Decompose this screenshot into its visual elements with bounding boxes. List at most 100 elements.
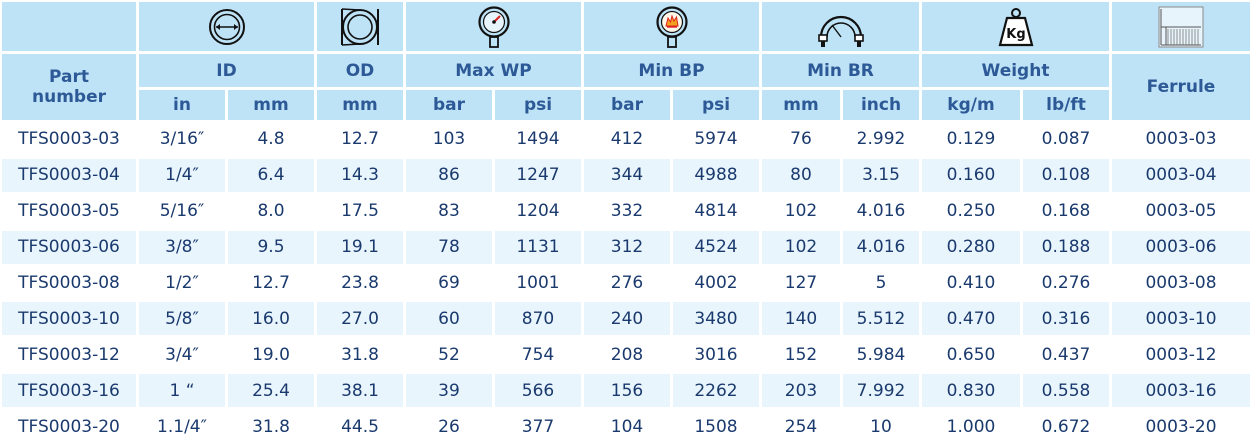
- cell-id-mm: 4.8: [228, 123, 314, 156]
- unit-bp-bar: bar: [584, 90, 670, 120]
- cell-id-mm: 9.5: [228, 230, 314, 264]
- icon-cell-bp: [584, 2, 759, 51]
- table-row: TFS0003-10 5/8″ 16.0 27.0 60 870 240 3480 140 5.5…: [2, 302, 1250, 336]
- cell-br-inch: 2.992: [843, 123, 919, 156]
- cell-part-number: TFS0003-20: [2, 410, 136, 443]
- group-header-row: Part number ID OD Max WP Min BP Min BR W…: [2, 54, 1250, 120]
- cell-weight-lbft: 0.316: [1023, 302, 1109, 336]
- cell-weight-kgm: 0.410: [922, 266, 1020, 300]
- weight-icon-label: Kg: [1006, 27, 1025, 42]
- part-number-header: Part number: [2, 54, 136, 120]
- table-row: TFS0003-08 1/2″ 12.7 23.8 69 1001 276 4002 127 5 0…: [2, 266, 1250, 300]
- icon-cell-ferrule: [1112, 2, 1250, 51]
- unit-wp-bar: bar: [406, 90, 492, 120]
- cell-part-number: TFS0003-06: [2, 230, 136, 264]
- cell-wp-bar: 78: [406, 230, 492, 264]
- icon-cell-br: [762, 2, 919, 51]
- cell-id-in: 3/8″: [139, 230, 225, 264]
- cell-id-in: 5/16″: [139, 194, 225, 228]
- cell-id-mm: 8.0: [228, 194, 314, 228]
- cell-weight-kgm: 0.250: [922, 194, 1020, 228]
- cell-ferrule: 0003-10: [1112, 302, 1250, 336]
- min-bp-header: Min BP: [584, 54, 759, 87]
- cell-ferrule: 0003-04: [1112, 158, 1250, 192]
- cell-br-mm: 102: [762, 230, 840, 264]
- table-row: TFS0003-05 5/16″ 8.0 17.5 83 1204 332 4814 102 4.…: [2, 194, 1250, 228]
- unit-w-kgm: kg/m: [922, 90, 1020, 120]
- cell-weight-kgm: 0.470: [922, 302, 1020, 336]
- cell-bp-psi: 3480: [673, 302, 759, 336]
- cell-id-in: 1 “: [139, 374, 225, 407]
- cell-ferrule: 0003-16: [1112, 374, 1250, 407]
- table-row: TFS0003-12 3/4″ 19.0 31.8 52 754 208 3016 152 5.9…: [2, 338, 1250, 372]
- cell-bp-psi: 4814: [673, 194, 759, 228]
- cell-weight-kgm: 0.830: [922, 374, 1020, 407]
- table-row: TFS0003-04 1/4″ 6.4 14.3 86 1247 344 4988 80 3.15…: [2, 158, 1250, 192]
- cell-bp-bar: 104: [584, 410, 670, 443]
- cell-part-number: TFS0003-12: [2, 338, 136, 372]
- cell-ferrule: 0003-05: [1112, 194, 1250, 228]
- cell-weight-lbft: 0.672: [1023, 410, 1109, 443]
- cell-id-in: 1.1/4″: [139, 410, 225, 443]
- cell-od-mm: 27.0: [317, 302, 403, 336]
- cell-wp-bar: 69: [406, 266, 492, 300]
- cell-wp-bar: 39: [406, 374, 492, 407]
- cell-br-inch: 5.984: [843, 338, 919, 372]
- cell-wp-psi: 870: [495, 302, 581, 336]
- icon-cell-wp: [406, 2, 581, 51]
- cell-br-mm: 254: [762, 410, 840, 443]
- cell-weight-lbft: 0.087: [1023, 123, 1109, 156]
- table-body: TFS0003-03 3/16″ 4.8 12.7 103 1494 412 5974 76 2.…: [2, 123, 1250, 443]
- cell-od-mm: 31.8: [317, 338, 403, 372]
- cell-weight-kgm: 0.129: [922, 123, 1020, 156]
- cell-id-in: 1/4″: [139, 158, 225, 192]
- cell-bp-bar: 240: [584, 302, 670, 336]
- cell-weight-lbft: 0.276: [1023, 266, 1109, 300]
- pressure-gauge-icon: [477, 5, 510, 48]
- cell-part-number: TFS0003-08: [2, 266, 136, 300]
- cell-id-mm: 12.7: [228, 266, 314, 300]
- cell-id-in: 5/8″: [139, 302, 225, 336]
- bend-radius-icon: [817, 15, 864, 47]
- cell-part-number: TFS0003-04: [2, 158, 136, 192]
- cell-wp-psi: 566: [495, 374, 581, 407]
- cell-id-mm: 25.4: [228, 374, 314, 407]
- cell-wp-psi: 754: [495, 338, 581, 372]
- cell-bp-bar: 156: [584, 374, 670, 407]
- cell-br-inch: 5.512: [843, 302, 919, 336]
- cell-bp-psi: 2262: [673, 374, 759, 407]
- cell-br-mm: 203: [762, 374, 840, 407]
- unit-od-mm: mm: [317, 90, 403, 120]
- cell-part-number: TFS0003-03: [2, 123, 136, 156]
- unit-br-mm: mm: [762, 90, 840, 120]
- cell-weight-lbft: 0.437: [1023, 338, 1109, 372]
- cell-wp-psi: 1001: [495, 266, 581, 300]
- unit-bp-psi: psi: [673, 90, 759, 120]
- cell-bp-psi: 4524: [673, 230, 759, 264]
- weight-header: Weight: [922, 54, 1109, 87]
- cell-ferrule: 0003-08: [1112, 266, 1250, 300]
- min-br-header: Min BR: [762, 54, 919, 87]
- ferrule-header: Ferrule: [1112, 54, 1250, 120]
- cell-wp-psi: 1131: [495, 230, 581, 264]
- cell-br-mm: 76: [762, 123, 840, 156]
- burst-gauge-icon: [655, 5, 688, 48]
- cell-bp-psi: 4002: [673, 266, 759, 300]
- cell-wp-bar: 86: [406, 158, 492, 192]
- cell-id-mm: 19.0: [228, 338, 314, 372]
- max-wp-header: Max WP: [406, 54, 581, 87]
- cell-bp-psi: 5974: [673, 123, 759, 156]
- cell-id-in: 1/2″: [139, 266, 225, 300]
- cell-weight-lbft: 0.188: [1023, 230, 1109, 264]
- table-row: TFS0003-06 3/8″ 9.5 19.1 78 1131 312 4524 102 4.0…: [2, 230, 1250, 264]
- cell-id-in: 3/16″: [139, 123, 225, 156]
- cell-od-mm: 12.7: [317, 123, 403, 156]
- cell-bp-bar: 276: [584, 266, 670, 300]
- cell-br-mm: 127: [762, 266, 840, 300]
- weight-kg-icon: Kg: [998, 7, 1033, 46]
- cell-ferrule: 0003-03: [1112, 123, 1250, 156]
- cell-bp-bar: 208: [584, 338, 670, 372]
- cell-id-mm: 6.4: [228, 158, 314, 192]
- cell-weight-lbft: 0.558: [1023, 374, 1109, 407]
